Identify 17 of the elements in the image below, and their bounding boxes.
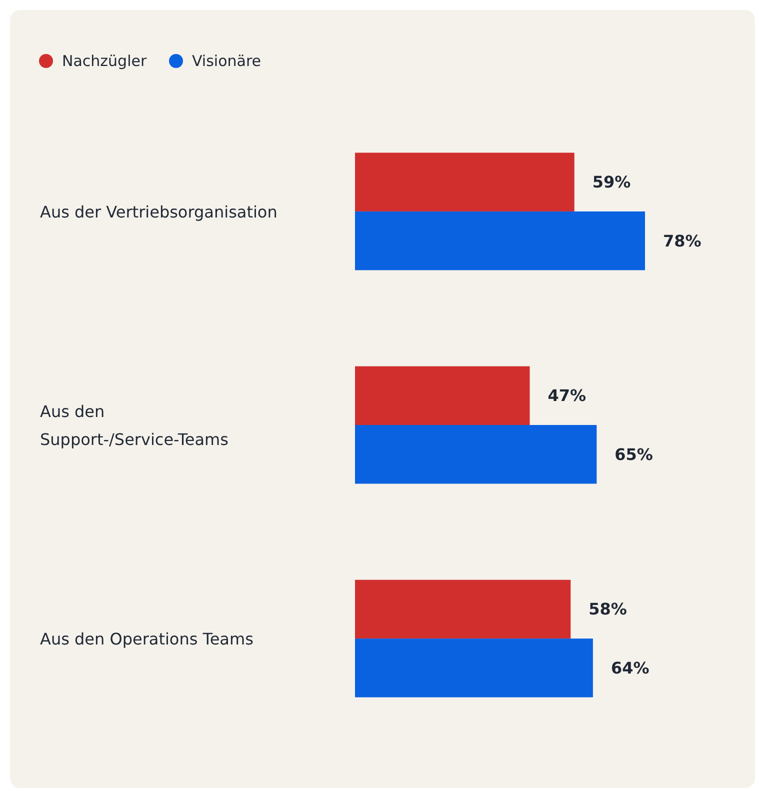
data-label: 65% <box>614 444 653 464</box>
bar <box>355 638 593 698</box>
data-label: 47% <box>548 386 586 406</box>
bar <box>355 366 530 425</box>
y-tick-label: Aus den Support-/Service-Teams <box>40 402 228 448</box>
bar <box>355 152 574 212</box>
bar <box>355 425 597 484</box>
data-label: 78% <box>663 231 702 250</box>
data-label: 64% <box>610 658 650 678</box>
legend-label: Nachzügler <box>62 52 148 70</box>
data-label: 58% <box>588 600 627 619</box>
bar <box>355 211 645 270</box>
y-tick-label: Aus der Vertriebsorganisation <box>40 202 278 221</box>
bar <box>355 580 571 639</box>
y-tick-label: Aus den Operations Teams <box>40 629 254 648</box>
legend-label: Visionäre <box>192 52 262 70</box>
data-label: 59% <box>592 172 631 192</box>
